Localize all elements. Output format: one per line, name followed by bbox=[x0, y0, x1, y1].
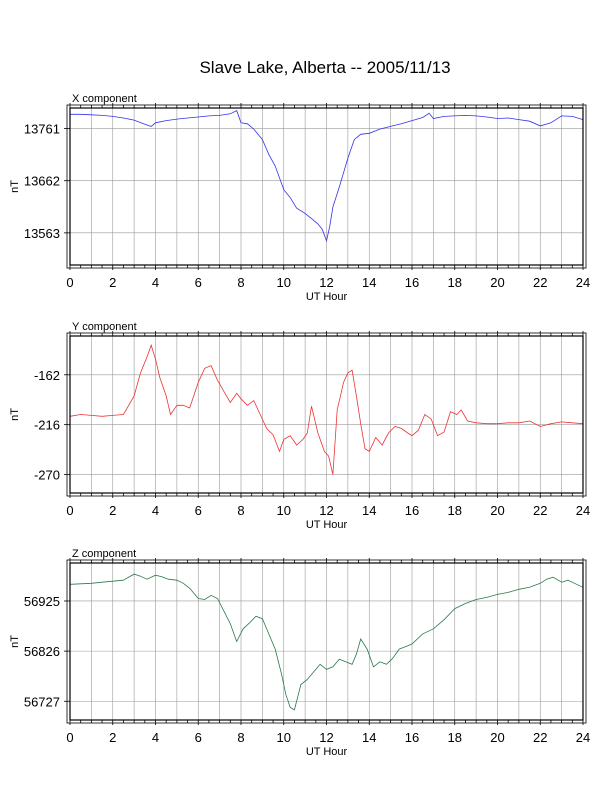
x-tick-label: 8 bbox=[237, 275, 244, 290]
series-line bbox=[69, 343, 584, 475]
x-tick-label: 6 bbox=[195, 503, 202, 518]
x-tick-label: 20 bbox=[490, 503, 504, 518]
page-title: Slave Lake, Alberta -- 2005/11/13 bbox=[199, 58, 451, 77]
x-tick-label: 22 bbox=[533, 503, 547, 518]
y-tick-label: 56727 bbox=[24, 694, 60, 709]
x-tick-label: 16 bbox=[405, 275, 419, 290]
y-tick-label: 13761 bbox=[24, 122, 60, 137]
panel-title: Z component bbox=[72, 548, 136, 560]
x-tick-label: 10 bbox=[277, 730, 291, 745]
y-tick-label: -216 bbox=[34, 418, 60, 433]
x-tick-label: 18 bbox=[448, 730, 462, 745]
x-tick-label: 14 bbox=[362, 503, 376, 518]
series-line bbox=[69, 573, 584, 711]
y-axis-label: nT bbox=[9, 180, 21, 193]
x-axis-label: UT Hour bbox=[306, 519, 348, 531]
x-tick-label: 4 bbox=[152, 730, 159, 745]
x-tick-label: 2 bbox=[109, 503, 116, 518]
x-tick-label: 24 bbox=[576, 275, 590, 290]
x-tick-label: 4 bbox=[152, 275, 159, 290]
x-tick-label: 12 bbox=[319, 275, 333, 290]
x-tick-label: 6 bbox=[195, 275, 202, 290]
y-axis-label: nT bbox=[9, 635, 21, 648]
panel-title: X component bbox=[72, 93, 137, 105]
y-tick-label: -162 bbox=[34, 368, 60, 383]
x-tick-label: 2 bbox=[109, 730, 116, 745]
x-tick-label: 8 bbox=[237, 503, 244, 518]
x-tick-label: 22 bbox=[533, 730, 547, 745]
x-tick-label: 20 bbox=[490, 275, 504, 290]
x-tick-label: 16 bbox=[405, 503, 419, 518]
x-tick-label: 14 bbox=[362, 275, 376, 290]
y-axis-label: nT bbox=[9, 408, 21, 421]
y-tick-label: 13563 bbox=[24, 226, 60, 241]
series-line bbox=[70, 110, 584, 243]
x-tick-label: 10 bbox=[277, 503, 291, 518]
x-tick-label: 0 bbox=[66, 503, 73, 518]
y-tick-label: 56925 bbox=[24, 594, 60, 609]
x-tick-label: 12 bbox=[319, 503, 333, 518]
x-tick-label: 8 bbox=[237, 730, 244, 745]
y-tick-label: 13662 bbox=[24, 174, 60, 189]
x-tick-label: 24 bbox=[576, 730, 590, 745]
x-tick-label: 24 bbox=[576, 503, 590, 518]
x-tick-label: 6 bbox=[195, 730, 202, 745]
x-tick-label: 12 bbox=[319, 730, 333, 745]
x-tick-label: 22 bbox=[533, 275, 547, 290]
x-tick-label: 16 bbox=[405, 730, 419, 745]
x-axis-label: UT Hour bbox=[306, 746, 348, 758]
x-tick-label: 10 bbox=[277, 275, 291, 290]
y-tick-label: 56826 bbox=[24, 644, 60, 659]
x-tick-label: 4 bbox=[152, 503, 159, 518]
x-tick-label: 18 bbox=[448, 503, 462, 518]
x-axis-label: UT Hour bbox=[306, 291, 348, 303]
x-tick-label: 0 bbox=[66, 730, 73, 745]
y-tick-label: -270 bbox=[34, 468, 60, 483]
x-tick-label: 2 bbox=[109, 275, 116, 290]
x-tick-label: 14 bbox=[362, 730, 376, 745]
x-tick-label: 20 bbox=[490, 730, 504, 745]
x-tick-label: 18 bbox=[448, 275, 462, 290]
panel-title: Y component bbox=[72, 321, 137, 333]
x-tick-label: 0 bbox=[66, 275, 73, 290]
